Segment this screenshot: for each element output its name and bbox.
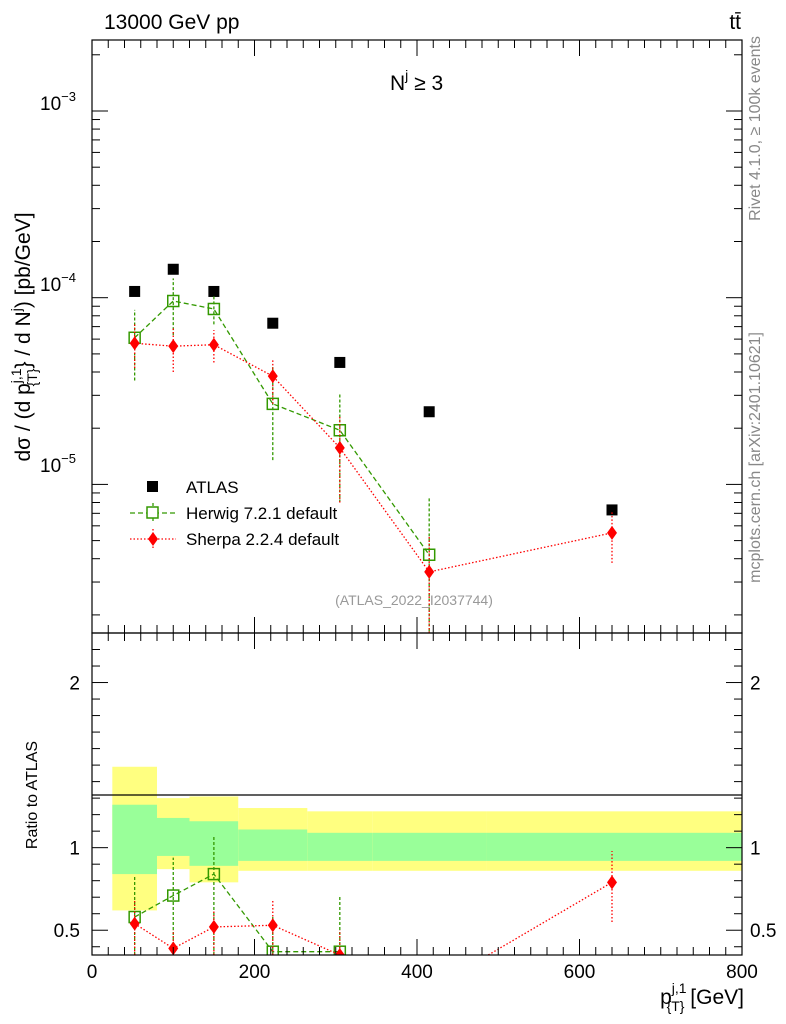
ratio-band-green [238, 829, 308, 861]
atlas-point [334, 356, 346, 368]
ratio-ylabel: Ratio to ATLAS [24, 741, 41, 849]
legend-atlas-marker [147, 481, 158, 492]
ratio-sherpa-point [129, 916, 140, 931]
rivet-version-label: Rivet 4.1.0, ≥ 100k events [747, 36, 764, 221]
ratio-band-green [372, 832, 487, 861]
header-process-label: tt̄ [729, 11, 741, 34]
ratio-herwig-point [167, 889, 180, 902]
xtick-labels: 0 200 400 600 800 [87, 962, 758, 983]
legend-herwig-label: Herwig 7.2.1 default [186, 504, 337, 523]
ratio-ytick-labels: 0.5 0.5 1 1 2 2 [54, 674, 777, 943]
herwig-point [422, 548, 436, 561]
ratio-ytick-label-right: 0.5 [750, 921, 776, 942]
ratio-ytick-label: 0.5 [54, 921, 80, 942]
sherpa-point [334, 440, 345, 455]
ratio-ytick-label-right: 1 [750, 839, 761, 860]
ratio-axis-ticks [91, 633, 743, 955]
main-ytick-label-1e-5: 10−5 [40, 451, 76, 477]
atlas-point [208, 285, 220, 297]
ratio-ytick-label-right: 2 [750, 674, 761, 695]
ratio-band-green [112, 804, 157, 875]
ratio-sherpa-point [208, 919, 219, 934]
ratio-sherpa-line [134, 881, 613, 955]
legend: ATLAS Herwig 7.2.1 default Sherpa 2.2.4 … [130, 478, 339, 549]
header-energy-label: 13000 GeV pp [104, 11, 239, 34]
ratio-herwig-point [266, 945, 280, 955]
ratio-sherpa-point [334, 948, 345, 955]
sherpa-point [267, 369, 278, 384]
xtick-label: 400 [401, 962, 433, 983]
ratio-uncertainty-bands [112, 766, 742, 911]
legend-atlas-label: ATLAS [186, 478, 239, 497]
xaxis-title: pj,1 {T} [GeV] [660, 980, 744, 1014]
ratio-sherpa-point [424, 983, 434, 997]
ratio-frame [91, 632, 743, 956]
main-ytick-label-1e-3: 10−3 [40, 89, 76, 115]
atlas-point [423, 406, 435, 418]
herwig-point [266, 397, 280, 411]
herwig-point [333, 424, 347, 437]
atlas-point [606, 504, 618, 516]
main-ytick-label-1e-4: 10−4 [40, 270, 76, 296]
sherpa-point [129, 336, 140, 351]
legend-sherpa-label: Sherpa 2.2.4 default [186, 530, 339, 549]
analysis-watermark: (ATLAS_2022_I2037744) [335, 592, 493, 608]
xtick-label: 800 [726, 962, 758, 983]
main-axis-ticks [91, 40, 743, 633]
main-ylabel: dσ / (d pj,1{T}} / d Nj) [pb/GeV] [8, 212, 40, 461]
ratio-herwig-point [333, 945, 347, 955]
sherpa-point [208, 337, 219, 352]
ratio-band-green [486, 832, 742, 861]
ratio-ytick-label: 1 [69, 839, 80, 860]
ratio-herwig-point [207, 867, 221, 881]
mcplots-label: mcplots.cern.ch [arXiv:2401.10621] [747, 332, 764, 583]
ratio-herwig-line [134, 873, 340, 953]
sherpa-point [424, 564, 435, 579]
ratio-sherpa-point [267, 918, 278, 933]
ratio-band-green [157, 817, 190, 856]
atlas-point [167, 263, 179, 275]
xtick-label: 200 [239, 962, 271, 983]
herwig-point [207, 302, 221, 316]
xtick-label: 600 [564, 962, 596, 983]
xtick-label: 0 [87, 962, 98, 983]
atlas-point [267, 317, 279, 329]
herwig-line [134, 300, 430, 556]
ratio-series-group [128, 836, 617, 997]
ratio-ytick-label: 2 [69, 674, 80, 695]
legend-herwig-marker [146, 506, 159, 519]
herwig-point [167, 294, 180, 308]
sherpa-point [607, 525, 617, 540]
atlas-point [129, 285, 141, 297]
ratio-sherpa-point [607, 875, 617, 890]
legend-sherpa-marker [148, 532, 158, 546]
ratio-band-green [307, 832, 373, 861]
main-series-group [128, 263, 618, 633]
main-title: Nj ≥ 3 [390, 67, 443, 95]
sherpa-point [168, 339, 179, 354]
